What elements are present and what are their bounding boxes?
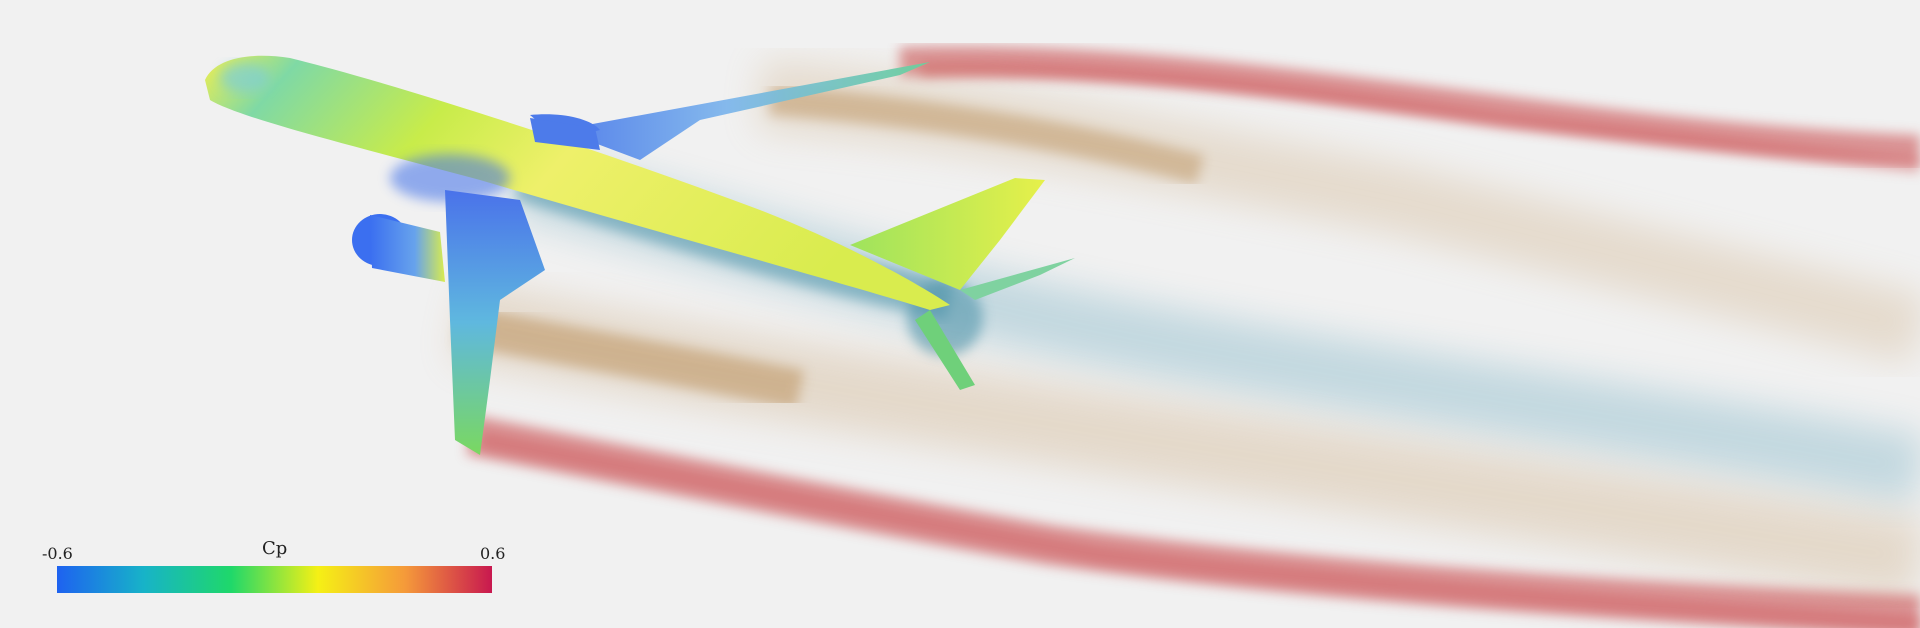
colorbar-gradient xyxy=(57,566,492,593)
aircraft xyxy=(205,55,1075,455)
colorbar-min-label: -0.6 xyxy=(42,544,73,563)
colorbar-title: Cp xyxy=(262,538,288,559)
smoke-trails xyxy=(451,46,1920,628)
colorbar-max-label: 0.6 xyxy=(480,544,506,563)
